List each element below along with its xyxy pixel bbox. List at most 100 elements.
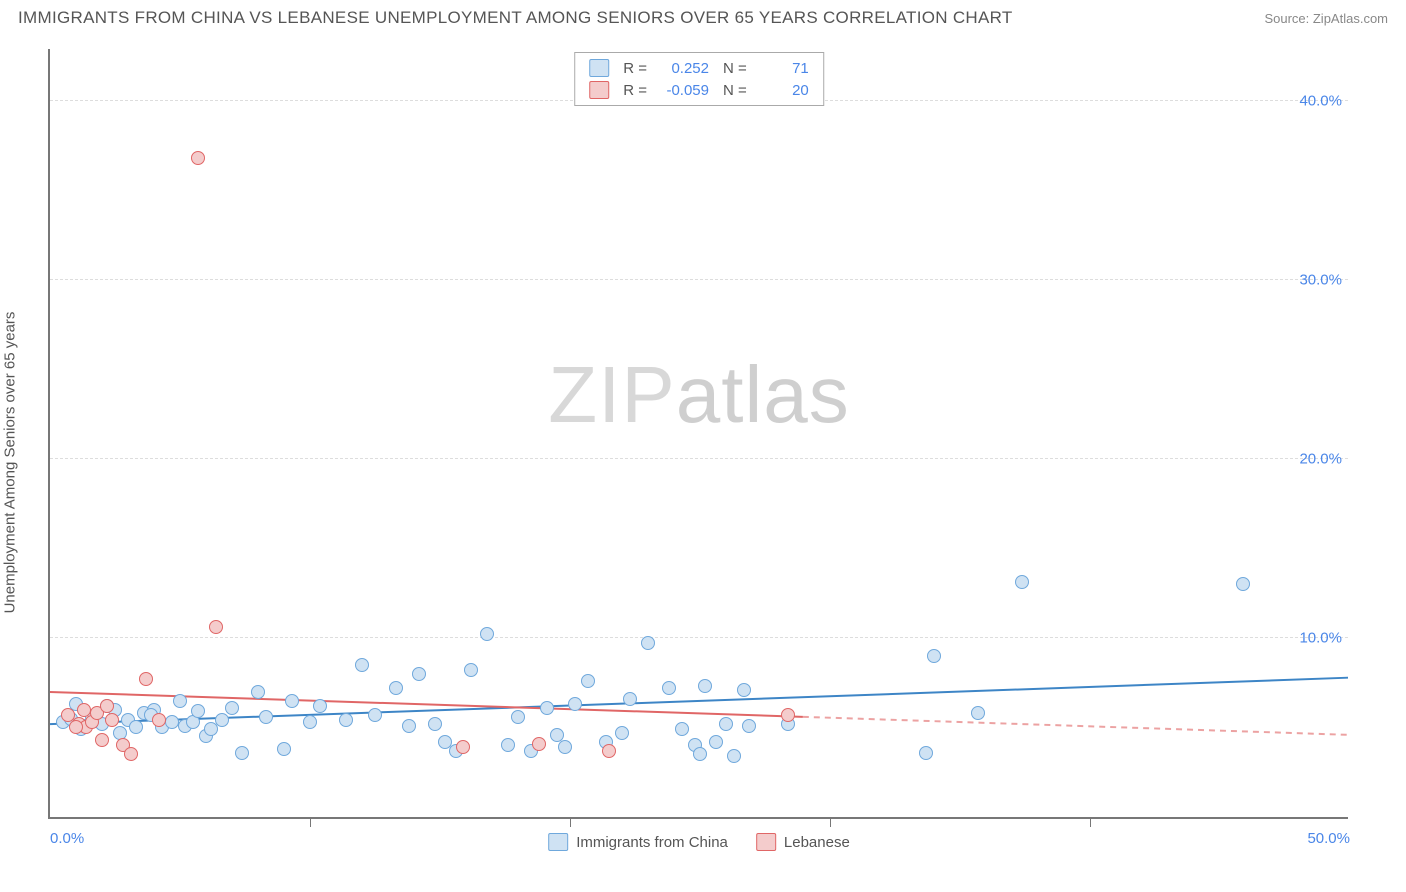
data-point [199,729,213,743]
data-point [412,667,426,681]
data-point [662,681,676,695]
data-point [511,710,525,724]
data-point [313,699,327,713]
data-point [251,685,265,699]
data-point [152,713,166,727]
data-point [971,706,985,720]
gridline [50,279,1348,280]
data-point [568,697,582,711]
data-point [259,710,273,724]
y-tick-label: 30.0% [1299,271,1342,288]
data-point [464,663,478,677]
x-end-label: 50.0% [1307,830,1350,847]
data-point [339,713,353,727]
n-value: 71 [757,60,809,77]
data-point [599,735,613,749]
data-point [355,658,369,672]
data-point [456,740,470,754]
n-label: N = [723,60,747,77]
data-point [641,636,655,650]
data-point [285,694,299,708]
data-point [719,717,733,731]
data-point [77,719,91,733]
data-point [178,719,192,733]
legend-swatch [756,833,776,851]
watermark-text-a: ZIP [548,350,675,439]
data-point [215,713,229,727]
data-point [727,749,741,763]
data-point [72,717,86,731]
n-value: 20 [757,82,809,99]
data-point [144,708,158,722]
data-point [209,620,223,634]
data-point [64,712,78,726]
data-point [277,742,291,756]
data-point [709,735,723,749]
x-tick [570,817,571,827]
x-end-label: 0.0% [50,830,84,847]
data-point [602,744,616,758]
data-point [675,722,689,736]
chart-area: Unemployment Among Seniors over 65 years… [0,34,1406,874]
n-label: N = [723,82,747,99]
data-point [74,722,88,736]
data-point [698,679,712,693]
data-point [116,738,130,752]
data-point [108,703,122,717]
data-point [225,701,239,715]
data-point [532,737,546,751]
data-point [69,720,83,734]
r-label: R = [623,60,647,77]
data-point [303,715,317,729]
legend-row: R = 0.252 N = 71 [589,59,809,77]
chart-title: IMMIGRANTS FROM CHINA VS LEBANESE UNEMPL… [18,8,1013,28]
data-point [524,744,538,758]
x-tick [830,817,831,827]
data-point [155,720,169,734]
legend-label: Lebanese [784,834,850,851]
legend-swatch [548,833,568,851]
data-point [615,726,629,740]
data-point [204,722,218,736]
legend-item: Immigrants from China [548,833,728,851]
data-point [550,728,564,742]
data-point [100,699,114,713]
data-point [90,706,104,720]
data-point [165,715,179,729]
data-point [623,692,637,706]
data-point [688,738,702,752]
data-point [540,701,554,715]
data-point [781,717,795,731]
data-point [737,683,751,697]
data-point [186,715,200,729]
data-point [95,717,109,731]
r-value: 0.252 [657,60,709,77]
data-point [480,627,494,641]
data-point [919,746,933,760]
data-point [191,151,205,165]
data-point [781,708,795,722]
data-point [79,720,93,734]
data-point [85,715,99,729]
data-point [173,694,187,708]
data-point [105,713,119,727]
data-point [927,649,941,663]
data-point [124,747,138,761]
data-point [235,746,249,760]
data-point [139,672,153,686]
data-point [449,744,463,758]
series-legend: Immigrants from China Lebanese [548,833,850,851]
r-label: R = [623,82,647,99]
data-point [402,719,416,733]
gridline [50,637,1348,638]
y-tick-label: 40.0% [1299,92,1342,109]
y-axis-label: Unemployment Among Seniors over 65 years [2,312,19,614]
legend-swatch [589,81,609,99]
data-point [558,740,572,754]
data-point [113,726,127,740]
data-point [147,703,161,717]
data-point [100,699,114,713]
data-point [438,735,452,749]
data-point [95,733,109,747]
x-tick [310,817,311,827]
